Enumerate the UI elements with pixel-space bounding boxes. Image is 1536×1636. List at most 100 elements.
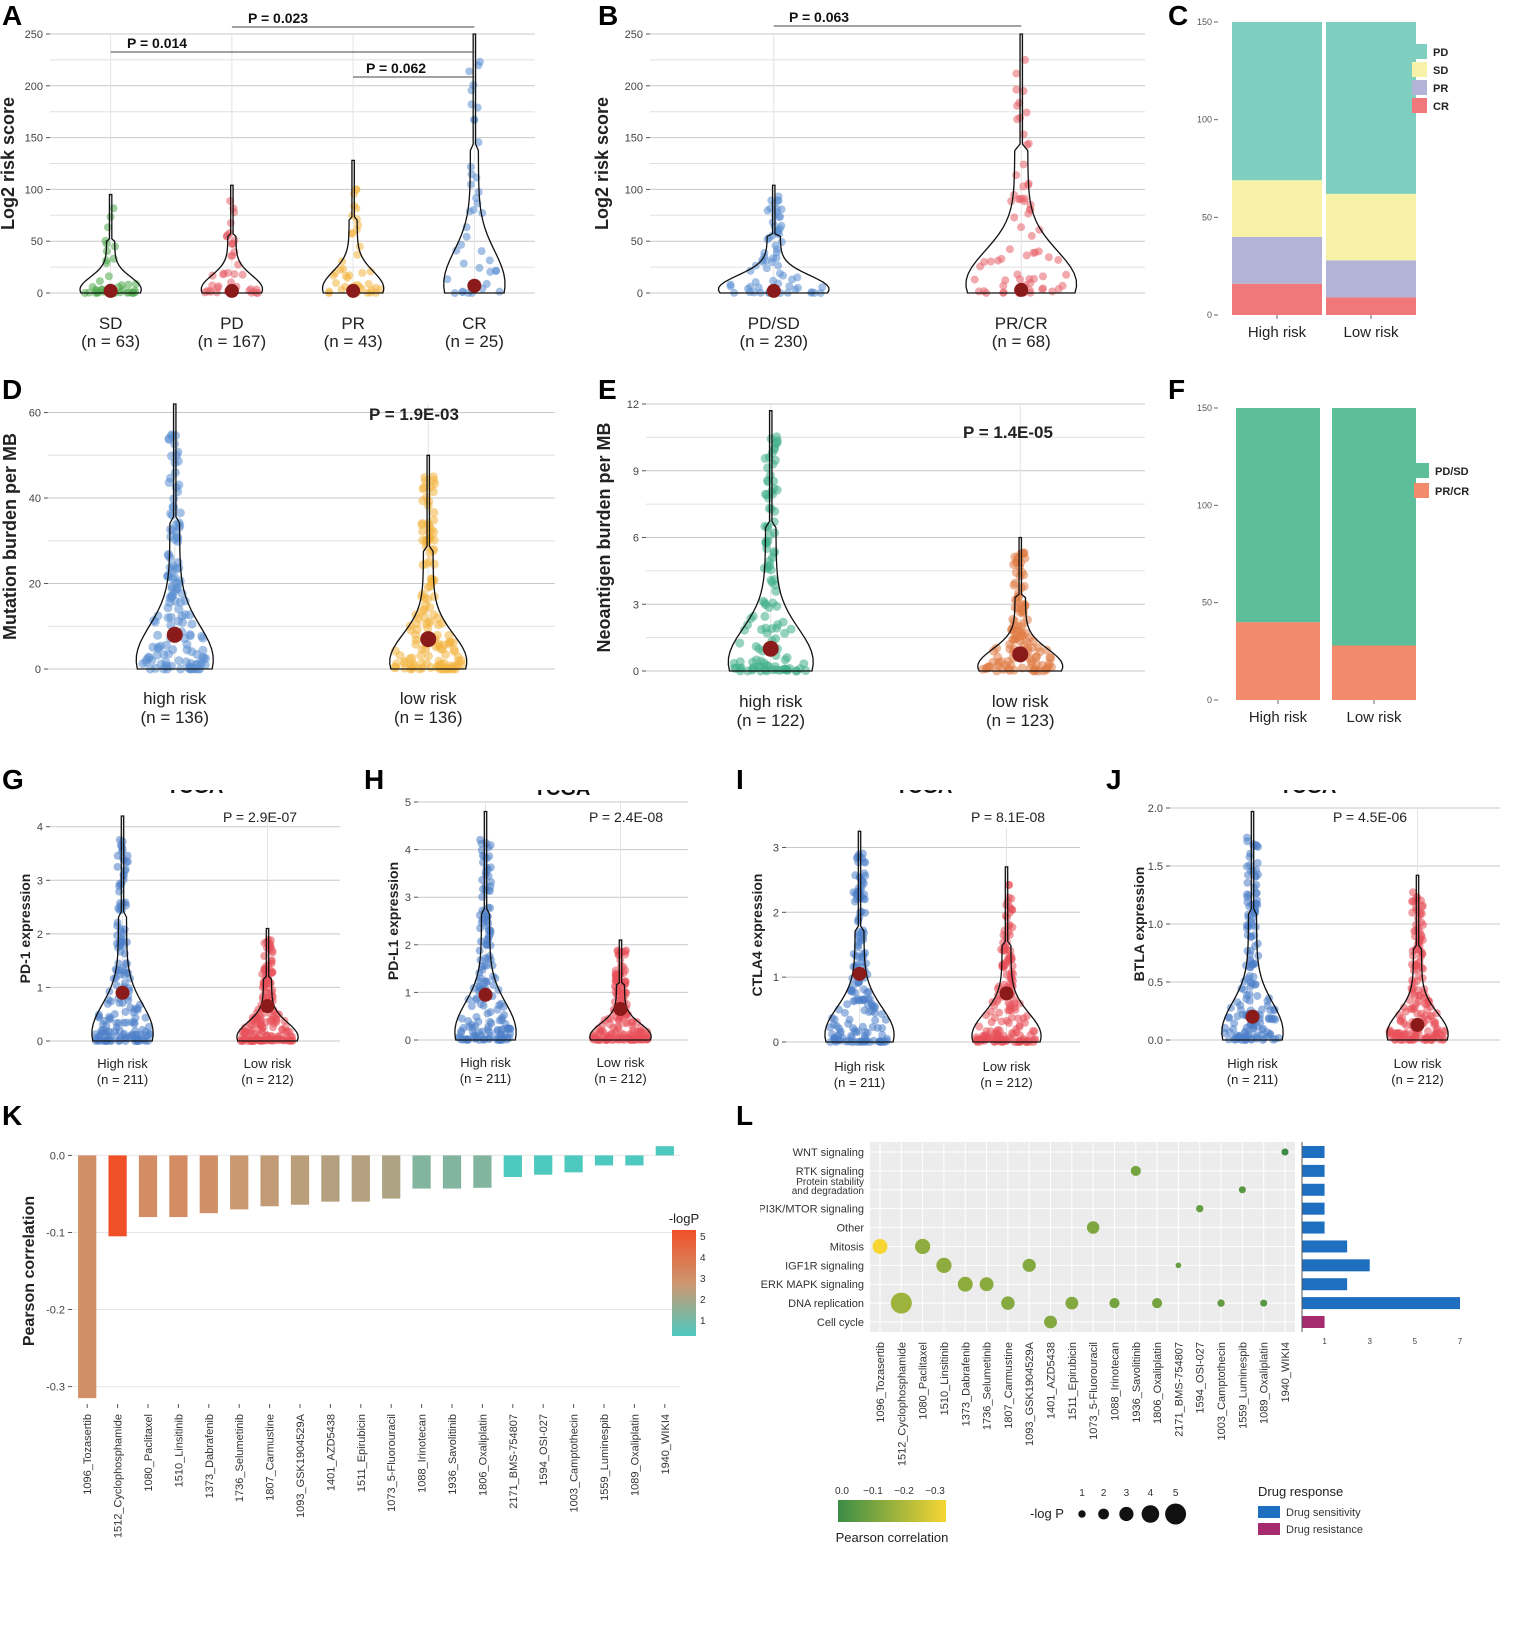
y-tick-label: -0.2 [46, 1305, 65, 1317]
y-tick-label: 100 [1197, 500, 1212, 510]
data-point [463, 1035, 472, 1044]
pathway-bubble [872, 1239, 888, 1254]
data-point [419, 483, 429, 493]
pathway-bubble [1175, 1262, 1182, 1269]
data-point [163, 551, 173, 561]
correlation-bar [594, 1155, 614, 1166]
data-point [449, 646, 459, 656]
x-category-label: Low risk [597, 1055, 645, 1070]
x-category-label: High risk [1248, 324, 1307, 341]
data-point [273, 1032, 282, 1041]
data-point [130, 1005, 139, 1014]
bar-tick-label: 7 [1458, 1337, 1463, 1346]
y-axis-title: Log2 risk score [592, 97, 612, 230]
data-point [1022, 108, 1031, 117]
pathway-label: Mitosis [830, 1241, 865, 1253]
data-point [1038, 272, 1047, 281]
data-point [786, 624, 796, 634]
median-marker [1410, 1017, 1425, 1032]
x-drug-label: 1736_Selumetinib [982, 1342, 994, 1430]
stacked-bar-segment [1232, 22, 1322, 181]
data-point [974, 287, 983, 296]
p-value-label: P = 1.4E-05 [963, 423, 1053, 442]
x-category-n: (n = 212) [1391, 1072, 1443, 1087]
drug-legend-label: Drug resistance [1286, 1524, 1363, 1536]
legend-colorbar [672, 1230, 696, 1336]
x-category-n: (n = 136) [394, 708, 463, 727]
y-tick-label: 1 [773, 972, 779, 984]
data-point [500, 1011, 509, 1020]
data-point [476, 924, 485, 933]
median-marker [613, 1002, 628, 1017]
data-point [861, 871, 870, 880]
x-drug-label: 1088_Irinotecan [1109, 1342, 1121, 1421]
data-point [981, 1034, 990, 1043]
data-point [1013, 270, 1022, 279]
drug-response-bar [1302, 1240, 1348, 1253]
x-drug-label: 1511_Epirubicin [356, 1414, 368, 1492]
y-tick-label: 0.0 [1148, 1035, 1163, 1047]
data-point [1423, 1027, 1432, 1036]
data-point [1271, 1015, 1280, 1024]
pathway-bubble [1281, 1148, 1289, 1156]
data-point [113, 921, 122, 930]
data-point [1399, 1003, 1408, 1012]
chart-c-stacked-response: 0 50 100 150 High risk Low risk PD SD PR CR [1197, 17, 1449, 341]
data-point [353, 250, 362, 259]
data-point [472, 994, 481, 1003]
data-point [762, 264, 771, 273]
data-point [281, 1022, 290, 1031]
data-point [1408, 888, 1417, 897]
drug-response-bar [1302, 1316, 1325, 1328]
data-point [430, 479, 440, 489]
data-point [1245, 860, 1254, 869]
x-category-label: High risk [834, 1059, 885, 1074]
y-tick-label: 5 [405, 797, 411, 809]
data-point [173, 533, 183, 543]
data-point [1015, 98, 1024, 107]
data-point [767, 553, 777, 563]
corr-legend-title: Pearson correlation [836, 1530, 949, 1545]
x-category-label: SD [99, 314, 123, 333]
data-point [772, 601, 782, 611]
data-point [760, 611, 770, 621]
x-drug-label: 1003_Camptothecin [569, 1414, 581, 1512]
size-legend-tick: 3 [1124, 1488, 1130, 1499]
data-point [141, 1013, 150, 1022]
correlation-bar [473, 1155, 492, 1188]
data-point [834, 1036, 843, 1045]
legend-label: PR/CR [1435, 486, 1469, 498]
data-point [849, 997, 858, 1006]
data-point [497, 999, 506, 1008]
data-point [970, 275, 979, 284]
data-point [457, 1014, 466, 1023]
data-point [153, 642, 163, 652]
data-point [470, 116, 479, 125]
drug-response-bar [1302, 1202, 1325, 1215]
y-tick-label: 150 [1197, 403, 1212, 413]
x-drug-label: 1080_Paclitaxel [143, 1414, 155, 1492]
y-tick-label: 100 [625, 184, 643, 196]
data-point [495, 1016, 504, 1025]
data-point [114, 959, 123, 968]
data-point [1019, 599, 1029, 609]
data-point [483, 1009, 492, 1018]
data-point [238, 270, 247, 279]
data-point [269, 1023, 278, 1032]
pathway-bubble [1196, 1204, 1204, 1213]
correlation-bar [503, 1155, 522, 1177]
data-point [167, 510, 177, 520]
x-category-n: (n = 212) [241, 1072, 293, 1087]
data-point [164, 478, 174, 488]
data-point [196, 657, 206, 667]
plot-background [870, 1142, 1295, 1332]
significance-p-value: P = 0.014 [127, 35, 187, 51]
x-category-n: (n = 68) [992, 332, 1051, 351]
stacked-bar-segment [1236, 408, 1320, 623]
data-point [126, 1031, 135, 1040]
data-point [252, 1020, 261, 1029]
x-drug-label: 1003_Camptothecin [1216, 1342, 1228, 1440]
data-point [428, 472, 438, 482]
data-point [1253, 1034, 1262, 1043]
